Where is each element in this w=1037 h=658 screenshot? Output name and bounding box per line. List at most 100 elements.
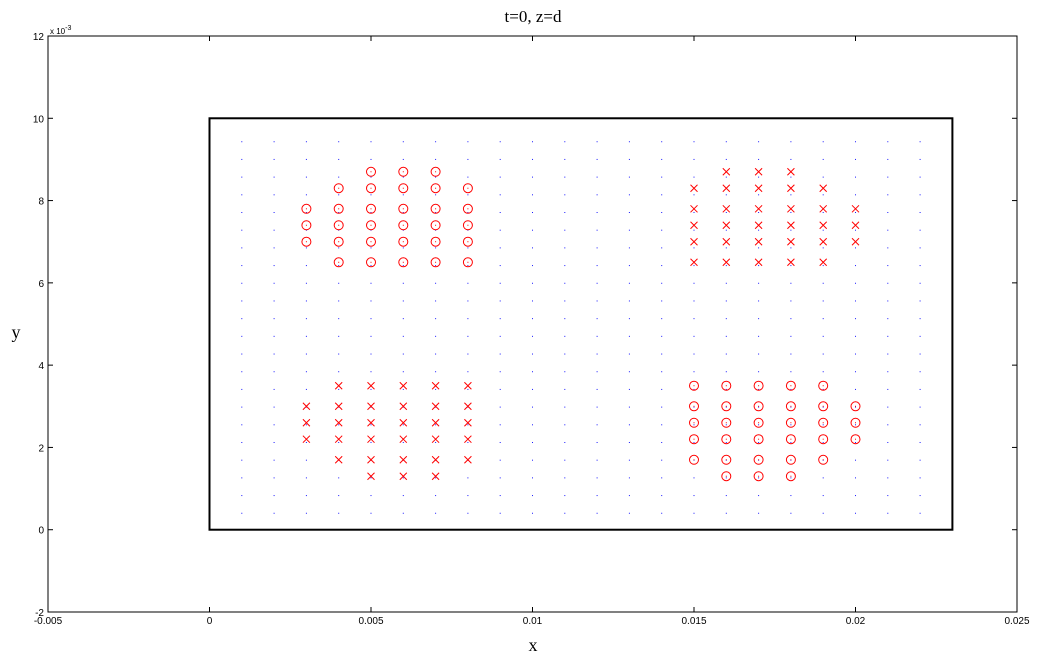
circle-marker-center xyxy=(338,208,340,210)
grid-dot xyxy=(919,194,921,196)
circle-marker-center xyxy=(402,224,404,226)
grid-dot xyxy=(499,459,501,461)
grid-dot xyxy=(402,477,404,479)
circle-marker-center xyxy=(402,187,404,189)
grid-dot xyxy=(435,265,437,267)
grid-dot xyxy=(661,176,663,178)
x-marker xyxy=(754,204,763,213)
grid-dot xyxy=(338,406,340,408)
grid-dot xyxy=(499,194,501,196)
grid-dot xyxy=(532,495,533,497)
x-marker xyxy=(334,418,343,427)
grid-dot xyxy=(273,388,275,390)
x-marker xyxy=(722,184,731,193)
x-marker xyxy=(819,204,828,213)
circle-marker-ring xyxy=(785,454,796,465)
grid-dot xyxy=(725,353,727,355)
circle-marker-center xyxy=(822,422,824,424)
grid-dot xyxy=(887,265,889,267)
grid-dot xyxy=(661,388,663,390)
circle-marker xyxy=(333,257,344,268)
grid-dot xyxy=(790,158,792,160)
grid-dot xyxy=(273,477,275,479)
circle-marker-ring xyxy=(430,183,441,194)
grid-dot xyxy=(628,441,630,443)
grid-dot xyxy=(855,158,856,160)
circle-marker-ring xyxy=(785,471,796,482)
circle-marker-center xyxy=(435,261,437,263)
circle-marker-center xyxy=(370,241,372,243)
series-1-circle-markers xyxy=(301,166,473,268)
grid-dot xyxy=(790,318,792,320)
grid-dot xyxy=(402,388,404,390)
grid-dot xyxy=(822,388,824,390)
series-2-x-markers xyxy=(690,167,860,267)
circle-marker-ring xyxy=(721,471,732,482)
circle-marker-center xyxy=(467,208,469,210)
grid-dot xyxy=(628,212,630,214)
circle-marker-center xyxy=(790,438,792,440)
grid-dot xyxy=(532,176,533,178)
circle-marker-center xyxy=(693,405,695,407)
circle-marker xyxy=(366,183,376,194)
circle-marker-ring xyxy=(818,417,829,428)
grid-dot xyxy=(855,176,856,178)
circle-marker-ring xyxy=(462,257,473,268)
circle-marker-center xyxy=(467,241,469,243)
grid-dot xyxy=(790,282,792,284)
grid-dot xyxy=(855,265,856,267)
grid-dot xyxy=(855,141,856,143)
circle-marker-center xyxy=(758,405,760,407)
grid-dot xyxy=(370,265,372,267)
x-marker xyxy=(722,204,731,213)
circle-marker-ring xyxy=(462,203,473,214)
grid-dot xyxy=(499,176,501,178)
grid-dot xyxy=(661,353,663,355)
grid-dot xyxy=(370,371,372,373)
grid-dot xyxy=(693,512,695,514)
grid-dot xyxy=(693,229,695,231)
circle-marker-ring xyxy=(366,220,376,231)
grid-dot xyxy=(790,353,792,355)
grid-dot xyxy=(338,388,340,390)
grid-dot xyxy=(273,141,275,143)
grid-dot xyxy=(402,335,404,337)
grid-dot xyxy=(725,371,727,373)
grid-dot xyxy=(338,265,340,267)
x-marker xyxy=(334,381,343,390)
grid-dot xyxy=(693,495,695,497)
grid-dot xyxy=(305,495,307,497)
x-marker xyxy=(367,472,375,481)
grid-dot xyxy=(661,371,663,373)
grid-dot xyxy=(725,388,727,390)
grid-dot xyxy=(628,300,630,302)
grid-dot xyxy=(273,371,275,373)
circle-marker-ring xyxy=(333,203,344,214)
grid-dot xyxy=(241,512,243,514)
grid-dot xyxy=(241,371,243,373)
grid-dot xyxy=(467,265,469,267)
grid-dot xyxy=(758,282,760,284)
grid-dot xyxy=(467,335,469,337)
grid-dot xyxy=(241,459,243,461)
grid-dot xyxy=(564,229,566,231)
grid-dot xyxy=(305,318,307,320)
x-tick-label: 0.02 xyxy=(846,616,866,627)
grid-dot xyxy=(628,353,630,355)
grid-dot xyxy=(822,141,824,143)
grid-dot xyxy=(402,353,404,355)
grid-dot xyxy=(887,371,889,373)
grid-dot xyxy=(305,424,307,426)
x-marker xyxy=(722,237,731,246)
grid-dot xyxy=(241,158,243,160)
circle-marker-center xyxy=(305,241,307,243)
grid-dot xyxy=(338,318,340,320)
grid-dot xyxy=(887,158,889,160)
circle-marker-center xyxy=(402,171,404,173)
x-marker xyxy=(367,418,375,427)
grid-dot xyxy=(596,158,598,160)
grid-dot xyxy=(273,300,275,302)
circle-marker xyxy=(398,220,409,231)
grid-dot xyxy=(919,176,921,178)
grid-dot xyxy=(564,353,566,355)
